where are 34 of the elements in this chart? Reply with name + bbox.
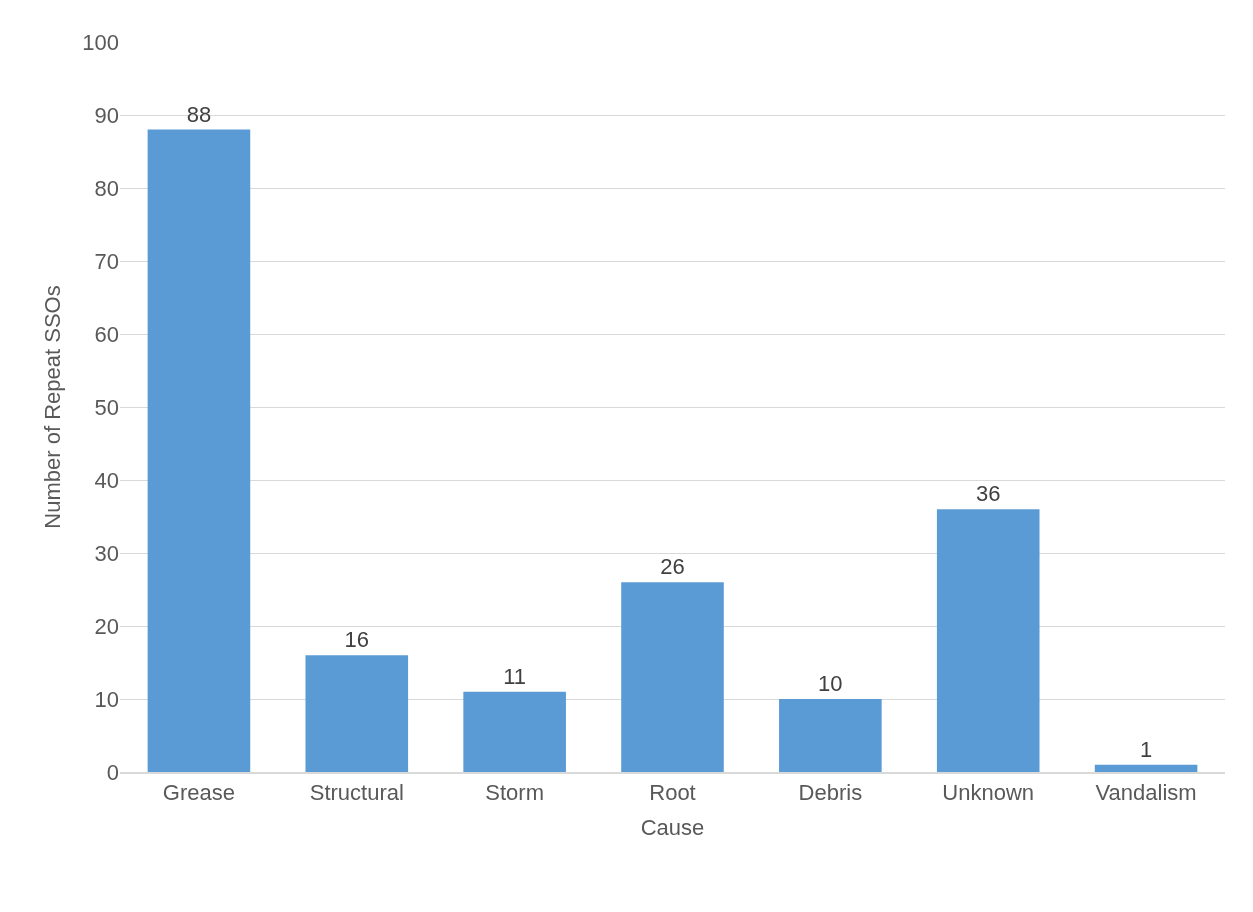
x-tick-label: Debris <box>798 780 863 806</box>
x-tick-label: Unknown <box>942 780 1035 806</box>
bar <box>463 691 566 772</box>
y-tick-label: 60 <box>94 321 119 347</box>
bar <box>936 509 1040 772</box>
y-tick-label: 40 <box>94 467 119 493</box>
y-tick-label: 50 <box>94 394 119 420</box>
y-tick-label: 90 <box>94 102 119 128</box>
x-tick-label: Structural <box>309 780 404 806</box>
x-tick-label: Vandalism <box>1095 780 1197 806</box>
data-label: 11 <box>503 663 527 689</box>
x-tick-label: Root <box>649 780 696 806</box>
bar <box>621 582 724 772</box>
data-label: 88 <box>186 101 212 127</box>
x-tick-label: Grease <box>162 780 236 806</box>
y-tick-label: 100 <box>82 29 119 55</box>
data-label: 26 <box>660 554 685 580</box>
bar <box>305 655 409 772</box>
x-axis-title: Cause <box>640 814 705 840</box>
y-axis-title: Number of Repeat SSOs <box>40 285 66 529</box>
data-label: 10 <box>818 671 843 696</box>
bar <box>1094 764 1198 772</box>
y-tick-label: 10 <box>94 686 119 712</box>
data-label: 16 <box>344 627 370 653</box>
y-tick-label: 70 <box>94 248 119 274</box>
y-tick-label: 20 <box>94 613 119 639</box>
bar <box>779 699 882 772</box>
x-tick-label: Storm <box>485 780 544 806</box>
data-label: 36 <box>975 481 1001 507</box>
data-label: 1 <box>1139 736 1153 762</box>
y-tick-label: 0 <box>106 759 119 785</box>
y-tick-label: 30 <box>94 540 119 566</box>
y-tick-label: 80 <box>94 175 119 201</box>
bar <box>147 129 251 772</box>
